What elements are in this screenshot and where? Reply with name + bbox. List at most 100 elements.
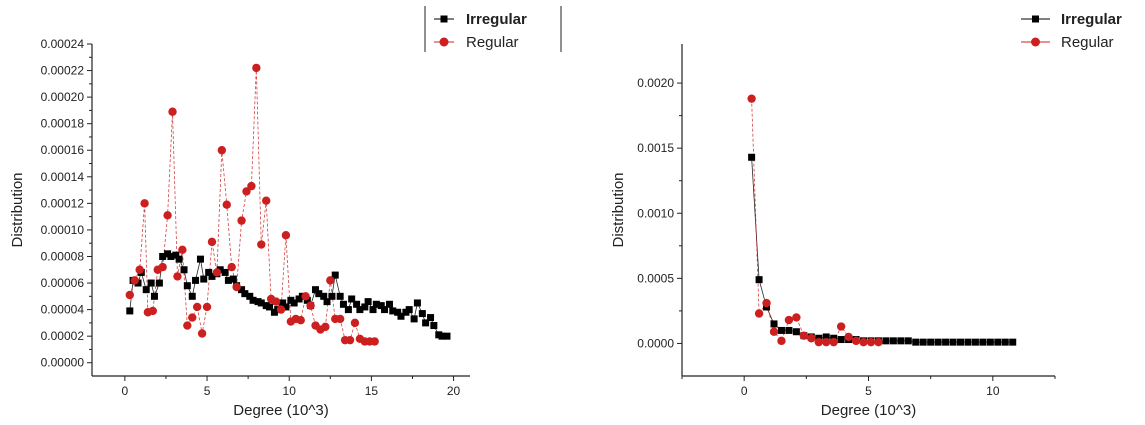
- data-point-irregular: [320, 292, 328, 300]
- data-point-regular: [851, 336, 861, 346]
- x-tick-label: 0: [741, 384, 748, 398]
- data-point-regular: [345, 335, 355, 345]
- data-point-regular: [148, 306, 158, 316]
- data-point-irregular: [315, 290, 323, 298]
- data-point-regular: [188, 313, 197, 322]
- data-point-irregular: [221, 268, 229, 276]
- x-tick-label: 20: [447, 384, 461, 398]
- data-point-irregular: [413, 299, 421, 307]
- data-point-irregular: [377, 302, 385, 310]
- data-point-irregular: [882, 337, 890, 345]
- y-tick-label: 0.00022: [41, 64, 85, 78]
- data-point-regular: [257, 240, 266, 249]
- data-point-irregular: [356, 306, 364, 314]
- data-point-irregular: [200, 275, 208, 283]
- data-point-regular: [326, 276, 335, 285]
- data-point-irregular: [205, 268, 213, 276]
- legend-label: Irregular: [466, 11, 527, 28]
- data-point-irregular: [224, 276, 232, 284]
- data-point-irregular: [418, 310, 426, 318]
- y-tick-label: 0.00006: [41, 276, 85, 290]
- data-point-irregular: [257, 299, 265, 307]
- data-point-regular: [296, 316, 305, 325]
- data-point-irregular: [339, 300, 347, 308]
- data-point-irregular: [971, 338, 979, 346]
- x-axis-title: Degree (10^3): [821, 402, 916, 419]
- data-point-irregular: [175, 255, 183, 263]
- data-point-regular: [814, 337, 823, 347]
- data-point-irregular: [241, 290, 249, 298]
- data-point-irregular: [282, 303, 290, 311]
- data-point-regular: [125, 290, 134, 300]
- data-point-irregular: [934, 338, 942, 346]
- data-point-regular: [762, 298, 771, 308]
- data-point-regular: [252, 63, 261, 73]
- data-point-regular: [792, 313, 801, 322]
- data-point-regular: [183, 321, 192, 330]
- y-tick-label: 0.00014: [41, 170, 85, 184]
- data-point-irregular: [394, 308, 402, 316]
- data-point-irregular: [770, 320, 778, 328]
- data-point-irregular: [994, 338, 1002, 346]
- data-point-regular: [242, 187, 251, 196]
- x-tick-label: 5: [865, 384, 872, 398]
- data-point-regular: [271, 297, 281, 306]
- data-point-regular: [281, 231, 291, 240]
- data-point-regular: [836, 322, 846, 331]
- data-point-irregular: [443, 332, 451, 340]
- data-point-irregular: [964, 338, 972, 346]
- data-point-irregular: [438, 332, 446, 340]
- data-point-regular: [163, 211, 172, 220]
- data-point-regular: [370, 337, 379, 346]
- data-point-regular: [777, 336, 786, 346]
- data-point-irregular: [919, 338, 927, 346]
- data-point-regular: [799, 331, 809, 340]
- data-point-regular: [321, 322, 330, 332]
- data-point-irregular: [336, 292, 344, 300]
- data-point-irregular: [912, 338, 920, 346]
- data-point-irregular: [323, 298, 331, 306]
- data-point-irregular: [410, 315, 418, 323]
- y-tick-label: 0.0000: [637, 336, 674, 350]
- legend-marker-irregular: [440, 15, 448, 23]
- data-point-irregular: [188, 292, 196, 300]
- series-line-regular: [751, 98, 879, 343]
- data-point-irregular: [344, 306, 352, 314]
- data-point-regular: [874, 337, 883, 347]
- data-point-irregular: [142, 286, 150, 294]
- data-point-irregular: [126, 307, 134, 315]
- data-point-irregular: [430, 322, 438, 330]
- data-point-regular: [135, 265, 144, 274]
- data-point-irregular: [353, 300, 361, 308]
- data-point-irregular: [172, 251, 180, 259]
- y-tick-label: 0.00010: [41, 223, 85, 237]
- y-tick-label: 0.00004: [41, 303, 85, 317]
- y-tick-label: 0.0020: [637, 76, 674, 90]
- data-point-regular: [237, 216, 246, 225]
- data-point-regular: [197, 329, 207, 338]
- y-axis-title: Distribution: [610, 172, 627, 247]
- y-tick-label: 0.00018: [41, 117, 85, 131]
- legend: Irregular Regular: [1021, 11, 1122, 51]
- data-point-irregular: [331, 271, 339, 279]
- data-point-irregular: [147, 279, 155, 287]
- series-line-irregular: [751, 157, 1013, 343]
- data-point-irregular: [949, 338, 957, 346]
- data-point-irregular: [229, 275, 237, 283]
- data-point-irregular: [792, 328, 800, 336]
- data-point-irregular: [777, 326, 785, 334]
- data-point-irregular: [755, 276, 763, 284]
- data-point-regular: [140, 199, 149, 208]
- data-point-regular: [212, 268, 222, 277]
- legend-marker-irregular: [1032, 15, 1039, 23]
- data-point-irregular: [986, 338, 994, 346]
- y-tick-label: 0.00012: [41, 196, 85, 210]
- legend-label: Regular: [466, 34, 519, 51]
- data-point-regular: [301, 292, 310, 301]
- data-point-irregular: [249, 296, 257, 304]
- y-tick-label: 0.00024: [41, 37, 85, 51]
- legend-label: Irregular: [1061, 11, 1122, 28]
- data-point-irregular: [265, 303, 273, 311]
- data-point-regular: [747, 94, 756, 103]
